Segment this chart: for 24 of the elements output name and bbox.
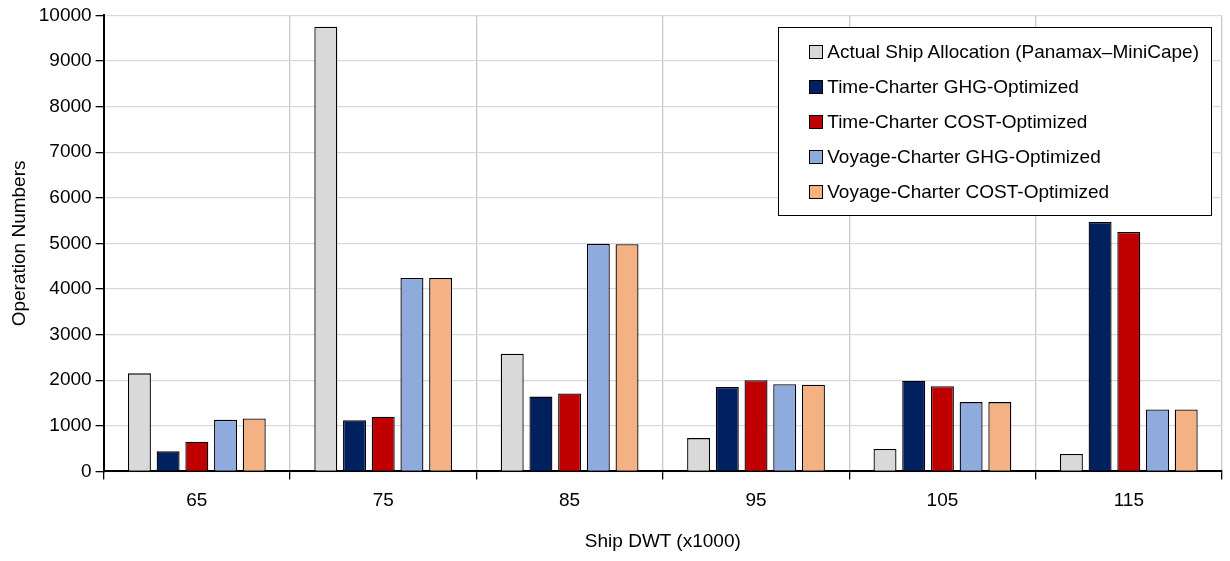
y-tick-label: 0 <box>81 459 92 481</box>
x-axis-title: Ship DWT (x1000) <box>584 529 741 551</box>
legend-label: Time-Charter COST-Optimized <box>827 110 1088 135</box>
x-tick-label: 75 <box>372 489 394 511</box>
y-axis-title: Operation Numbers <box>7 160 29 327</box>
y-tick-label: 6000 <box>49 186 92 208</box>
x-tick-label: 65 <box>186 489 208 511</box>
x-tick-label: 85 <box>559 489 581 511</box>
legend-label: Voyage-Charter COST-Optimized <box>827 180 1110 205</box>
y-tick-label: 5000 <box>49 231 92 253</box>
legend-label: Actual Ship Allocation (Panamax–MiniCape) <box>827 40 1199 65</box>
legend-label: Voyage-Charter GHG-Optimized <box>827 145 1101 170</box>
y-tick-label: 4000 <box>49 277 92 299</box>
y-tick-label: 9000 <box>49 49 92 71</box>
x-tick-label: 95 <box>745 489 767 511</box>
y-tick-label: 7000 <box>49 140 92 162</box>
y-tick-label: 8000 <box>49 94 92 116</box>
x-tick-label: 115 <box>1113 489 1144 511</box>
y-tick-label: 3000 <box>49 322 92 344</box>
y-tick-label: 1000 <box>49 414 92 436</box>
x-tick-label: 105 <box>926 489 959 511</box>
legend-label: Time-Charter GHG-Optimized <box>827 75 1079 100</box>
y-tick-label: 10000 <box>38 3 92 25</box>
y-tick-label: 2000 <box>49 368 92 390</box>
